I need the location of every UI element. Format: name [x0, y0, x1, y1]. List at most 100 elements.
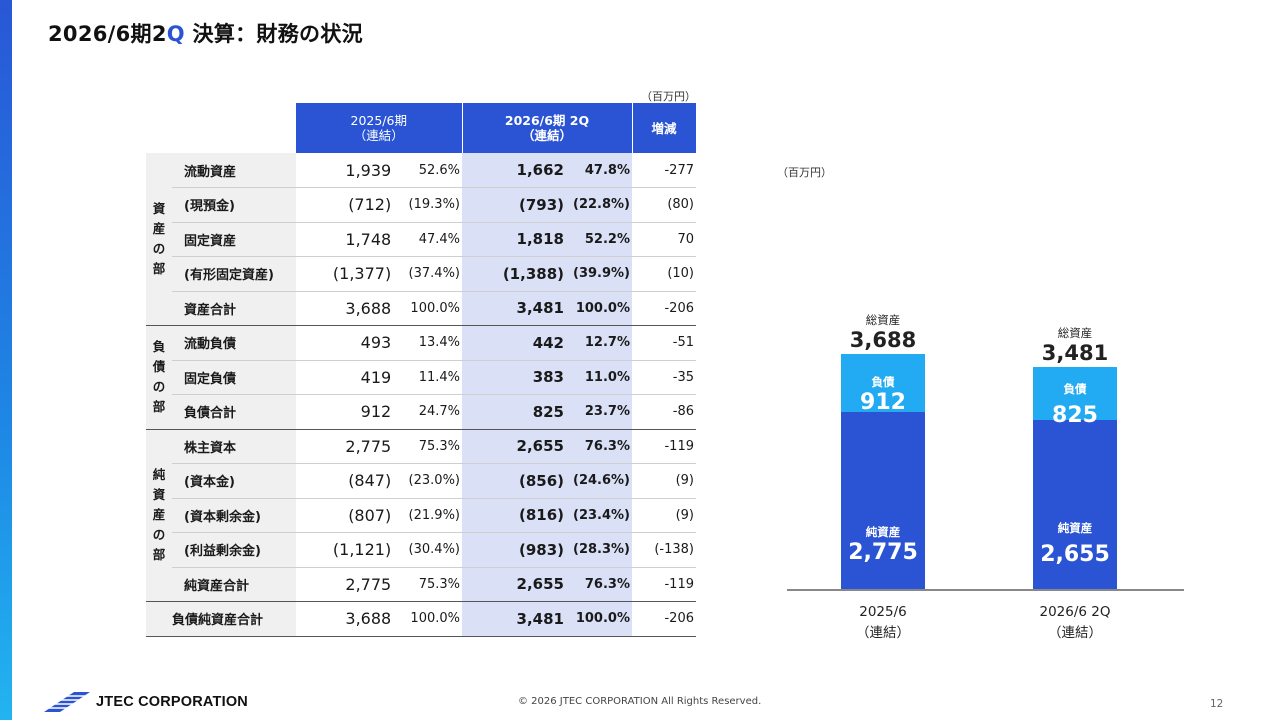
cell-v1: 3,688 [345, 298, 392, 318]
table-row: 資産合計 3,688 100.0% 3,481 100.0% -206 [146, 291, 696, 326]
row-label: 株主資本 [172, 429, 296, 464]
cell-v2: 825 [462, 394, 566, 429]
group-label-liabilities: 負 債 の 部 [146, 325, 172, 429]
row-label: 純資産合計 [172, 567, 296, 602]
cell-p1: (19.3%) [408, 197, 460, 213]
liabilities-name: 負債 [871, 375, 895, 390]
cell-v1: 493 [360, 333, 392, 353]
equity-value: 2,775 [848, 540, 918, 566]
cell-p1: (21.9%) [408, 507, 460, 523]
row-label: 流動資産 [172, 153, 296, 188]
row-label: (利益剰余金) [172, 532, 296, 567]
cell-chg: -51 [672, 335, 694, 351]
cell-p1: 24.7% [418, 404, 460, 420]
cell-v1: (1,121) [332, 540, 392, 560]
cell-v1: (807) [348, 505, 392, 525]
bar-segment-liabilities [1033, 367, 1117, 420]
bar-segment-liabilities [841, 354, 925, 413]
cell-p1: 75.3% [418, 438, 460, 454]
cell-v2: (983) [462, 532, 566, 567]
chart-unit-label: （百万円） [777, 166, 832, 179]
cell-chg: (9) [675, 507, 694, 523]
total-value: 3,688 [849, 328, 917, 353]
cell-v1: (712) [348, 195, 392, 215]
cell-p1: (23.0%) [408, 473, 460, 489]
cell-p2: (22.8%) [566, 187, 632, 222]
cell-p1: 100.0% [410, 300, 460, 316]
cell-chg: 70 [677, 231, 694, 247]
cell-v1: 3,688 [345, 609, 392, 629]
cell-chg: -35 [672, 369, 694, 385]
header-fy2026-2q: 2026/6期 2Q （連結） [462, 103, 633, 153]
row-label: 負債合計 [172, 394, 296, 429]
table-row: (資本金) (847) (23.0%) (856) (24.6%) (9) [146, 463, 696, 498]
left-accent-bar [0, 0, 12, 720]
cell-p1: 75.3% [418, 576, 460, 592]
table-row: 純資産合計 2,775 75.3% 2,655 76.3% -119 [146, 567, 696, 602]
cell-v2: (816) [462, 498, 566, 533]
cell-p2: 76.3% [566, 429, 632, 464]
table-row: 純 資 産 の 部株主資本 2,775 75.3% 2,655 76.3% -119 [146, 429, 696, 602]
cell-chg: -277 [664, 162, 694, 178]
table-row: (有形固定資産) (1,377) (37.4%) (1,388) (39.9%) (10) [146, 256, 696, 291]
header-fy2025: 2025/6期 （連結） [296, 103, 463, 153]
stacked-bar-chart: （百万円） 負債 912 純資産 2,775 総資産 3,688 2025/6 （連結） 負債… [760, 150, 1220, 660]
cell-v1: 1,748 [345, 229, 392, 249]
total-value: 3,481 [1041, 341, 1109, 366]
row-label: 固定負債 [172, 360, 296, 395]
cell-chg: (9) [675, 473, 694, 489]
cell-v2: 1,818 [462, 222, 566, 257]
copyright: © 2026 JTEC CORPORATION All Rights Reser… [518, 696, 762, 707]
bar-stack: 負債 825 純資産 2,655 [1033, 367, 1117, 589]
liabilities-label: 負債 912 [841, 374, 925, 416]
cell-p2: 11.0% [566, 360, 632, 395]
cell-v2: 3,481 [462, 291, 566, 326]
cell-chg: -119 [664, 576, 694, 592]
cell-p1: 11.4% [418, 369, 460, 385]
cell-p2: (39.9%) [566, 256, 632, 291]
bar-stack: 負債 912 純資産 2,775 [841, 354, 925, 589]
liabilities-value: 825 [1052, 403, 1098, 429]
cell-v2: 3,481 [462, 601, 566, 636]
equity-value: 2,655 [1040, 541, 1110, 567]
cell-p1: 47.4% [418, 231, 460, 247]
cell-v2: (856) [462, 463, 566, 498]
cell-v1: 2,775 [345, 436, 392, 456]
cell-v1: 2,775 [345, 574, 392, 594]
cell-p2: 52.2% [566, 222, 632, 257]
jtec-logo-icon [44, 692, 90, 712]
x-axis-label: 2025/6 （連結） [856, 604, 910, 641]
table-unit-label: （百万円） [641, 90, 696, 103]
cell-p1: 100.0% [410, 611, 460, 627]
row-label: 資産合計 [172, 291, 296, 326]
cell-p1: 13.4% [418, 335, 460, 351]
equity-label: 純資産 2,775 [841, 524, 925, 566]
cell-v2: 383 [462, 360, 566, 395]
cell-p2: (24.6%) [566, 463, 632, 498]
cell-chg: (-138) [654, 542, 694, 558]
cell-p2: 76.3% [566, 567, 632, 602]
cell-chg: -119 [664, 438, 694, 454]
total-assets-label: 総資産 3,688 [823, 312, 943, 352]
balance-sheet-table: 2025/6期 （連結） 2026/6期 2Q （連結） 増減 資 産 の 部流動資… [146, 103, 697, 637]
cell-p2: (23.4%) [566, 498, 632, 533]
row-label: (資本剰余金) [172, 498, 296, 533]
table-row: 負債合計 912 24.7% 825 23.7% -86 [146, 394, 696, 429]
bar-segment-equity [1033, 419, 1117, 589]
row-label: (資本金) [172, 463, 296, 498]
logo-text: JTEC CORPORATION [96, 694, 248, 710]
total-name: 総資産 [1057, 326, 1093, 341]
cell-p1: (30.4%) [408, 542, 460, 558]
equity-label: 純資産 2,655 [1033, 520, 1117, 568]
cell-v2: 1,662 [462, 153, 566, 188]
cell-v2: 2,655 [462, 567, 566, 602]
table-row: 固定負債 419 11.4% 383 11.0% -35 [146, 360, 696, 395]
table-row: 資 産 の 部流動資産 1,939 52.6% 1,662 47.8% -277 [146, 153, 696, 326]
cell-v2: 2,655 [462, 429, 566, 464]
table-row: 負 債 の 部流動負債 493 13.4% 442 12.7% -51 [146, 325, 696, 429]
cell-chg: -86 [672, 404, 694, 420]
liabilities-label: 負債 825 [1033, 381, 1117, 429]
cell-p2: (28.3%) [566, 532, 632, 567]
cell-v1: 1,939 [345, 160, 392, 180]
cell-p2: 23.7% [566, 394, 632, 429]
